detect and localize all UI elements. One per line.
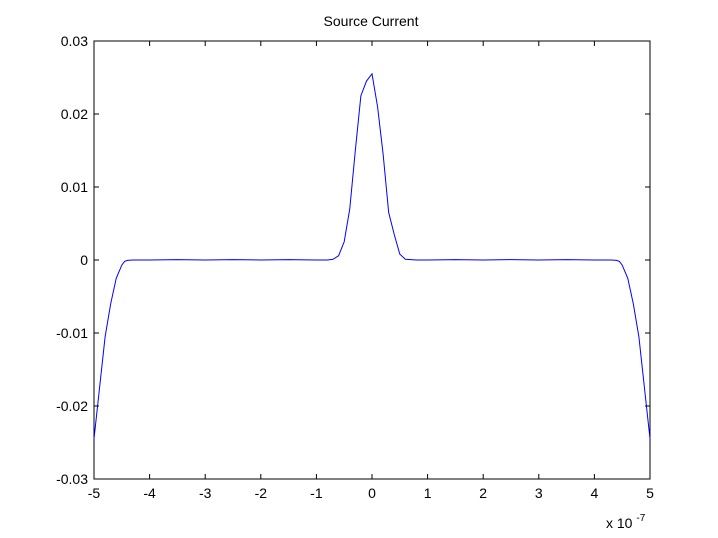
x-exponent-base: x 10 (606, 515, 633, 531)
x-tick-label: 5 (646, 485, 654, 501)
x-tick-label: -5 (88, 485, 101, 501)
x-tick-label: -2 (255, 485, 268, 501)
x-tick-label: 1 (424, 485, 432, 501)
y-tick-label: 0 (80, 252, 88, 268)
x-tick-label: 2 (479, 485, 487, 501)
x-exponent-label: x 10 -7 (606, 513, 646, 531)
y-tick-label: 0.01 (61, 179, 88, 195)
x-tick-label: -4 (143, 485, 156, 501)
y-tick-label: -0.01 (56, 325, 88, 341)
series-line (93, 72, 651, 439)
x-tick-labels: -5 -4 -3 -2 -1 0 1 2 3 4 5 (88, 485, 654, 501)
y-tick-labels: -0.03 -0.02 -0.01 0 0.01 0.02 0.03 (56, 33, 88, 487)
y-tick-label: 0.02 (61, 106, 88, 122)
y-tick-label: -0.03 (56, 471, 88, 487)
axis-ticks (93, 40, 651, 480)
y-tick-label: 0.03 (61, 33, 88, 49)
y-tick-label: -0.02 (56, 398, 88, 414)
x-tick-label: 4 (591, 485, 599, 501)
x-tick-label: 3 (535, 485, 543, 501)
x-exponent-power: -7 (636, 513, 645, 524)
x-tick-label: -1 (310, 485, 323, 501)
chart-title: Source Current (324, 13, 419, 29)
x-tick-label: -3 (199, 485, 212, 501)
x-tick-label: 0 (368, 485, 376, 501)
